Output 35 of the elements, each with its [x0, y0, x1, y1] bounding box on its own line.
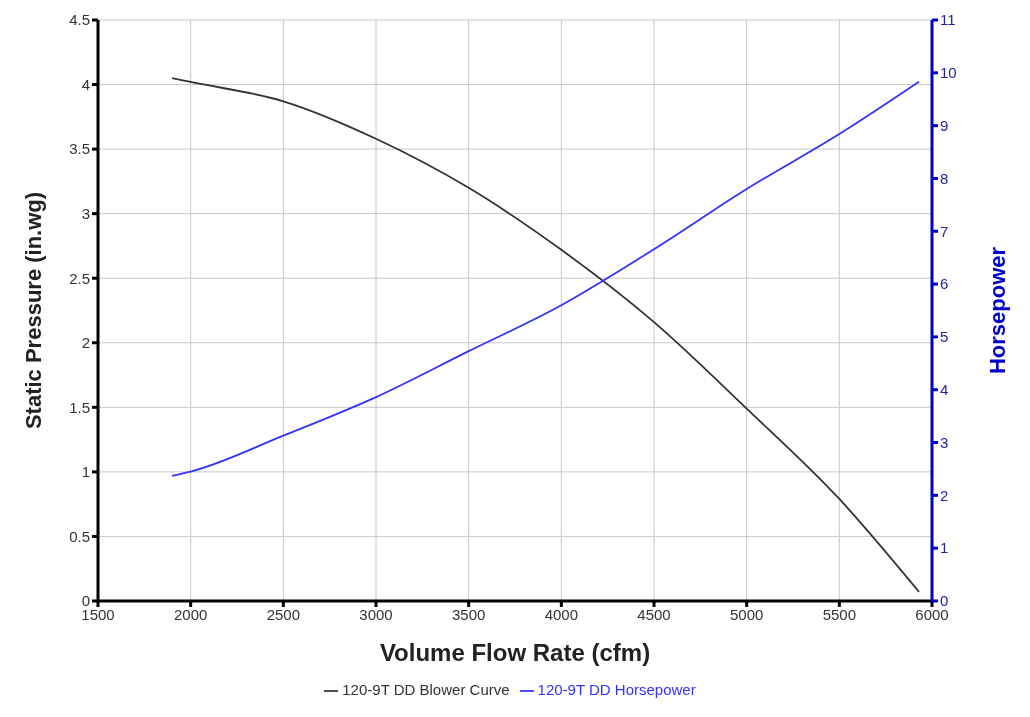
y2-tick-label: 4: [940, 381, 949, 399]
y-tick-label: 4: [81, 75, 90, 93]
y2-tick-label: 9: [940, 116, 949, 134]
x-tick-label: 4000: [544, 605, 579, 623]
y2-tick-label: 10: [940, 64, 957, 82]
y-tick-label: 3: [81, 204, 90, 222]
x-tick-label: 5500: [822, 605, 857, 623]
x-tick-label: 3500: [451, 605, 486, 623]
y-axis-title: Static Pressure (in.wg): [20, 191, 46, 430]
x-tick-label: 3000: [359, 605, 393, 623]
y2-tick-label: 1: [940, 539, 949, 557]
legend-label: 120-9T DD Horsepower: [537, 680, 696, 698]
y2-tick-label: 2: [940, 486, 949, 504]
y-tick-label: 2: [81, 334, 90, 352]
x-tick-label: 2500: [266, 605, 301, 623]
y-tick-label: 3.5: [69, 140, 90, 158]
x-axis-title: Volume Flow Rate (cfm): [379, 638, 651, 666]
y2-tick-label: 3: [940, 433, 949, 451]
y-tick-label: 4.5: [69, 11, 90, 29]
y2-axis-title: Horsepower: [984, 246, 1010, 375]
y2-tick-label: 5: [940, 328, 949, 346]
y-tick-label: 0.5: [69, 527, 90, 545]
y2-tick-label: 6: [940, 275, 949, 293]
y2-tick-label: 11: [940, 11, 956, 29]
x-tick-label: 4500: [637, 605, 671, 623]
y-tick-label: 1.5: [69, 398, 90, 416]
x-tick-label: 2000: [173, 605, 208, 623]
y2-tick-label: 7: [940, 222, 949, 240]
y-tick-label: 2.5: [69, 269, 90, 287]
y2-tick-label: 8: [940, 169, 949, 187]
legend-label: 120-9T DD Blower Curve: [342, 680, 510, 698]
line-series: [171, 77, 920, 593]
line-series: [171, 80, 920, 477]
x-tick-label: 5000: [729, 605, 764, 623]
y-tick-label: 1: [81, 463, 90, 481]
